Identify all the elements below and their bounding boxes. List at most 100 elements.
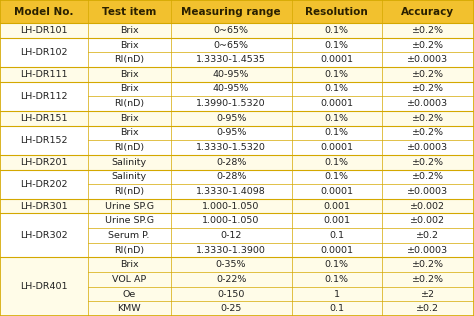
Bar xyxy=(292,38,382,52)
Bar xyxy=(88,214,171,228)
Text: 0.1%: 0.1% xyxy=(325,114,348,123)
Text: Salinity: Salinity xyxy=(111,158,147,167)
Bar xyxy=(171,67,292,82)
Text: 0.0001: 0.0001 xyxy=(320,246,353,255)
Bar xyxy=(382,0,474,23)
Text: ±2: ±2 xyxy=(421,289,435,299)
Text: 0.001: 0.001 xyxy=(323,202,350,211)
Bar xyxy=(88,228,171,243)
Bar xyxy=(0,82,88,111)
Bar xyxy=(292,169,382,184)
Text: Brix: Brix xyxy=(120,260,138,269)
Bar xyxy=(382,155,474,169)
Bar xyxy=(292,96,382,111)
Text: RI(nD): RI(nD) xyxy=(114,246,144,255)
Text: ±0.2%: ±0.2% xyxy=(412,84,444,94)
Bar xyxy=(88,140,171,155)
Text: 0.001: 0.001 xyxy=(323,216,350,225)
Bar xyxy=(292,184,382,199)
Text: ±0.002: ±0.002 xyxy=(410,216,445,225)
Text: ±0.2%: ±0.2% xyxy=(412,40,444,50)
Bar xyxy=(88,23,171,38)
Text: ±0.2%: ±0.2% xyxy=(412,172,444,181)
Bar xyxy=(382,272,474,287)
Text: ±0.2%: ±0.2% xyxy=(412,260,444,269)
Text: Accuracy: Accuracy xyxy=(401,7,455,16)
Bar xyxy=(88,169,171,184)
Text: ±0.2%: ±0.2% xyxy=(412,128,444,137)
Text: ±0.0003: ±0.0003 xyxy=(407,246,448,255)
Bar xyxy=(171,96,292,111)
Text: 40-95%: 40-95% xyxy=(213,84,249,94)
Text: 1.3330-1.5320: 1.3330-1.5320 xyxy=(196,143,266,152)
Text: ±0.2%: ±0.2% xyxy=(412,26,444,35)
Bar xyxy=(171,0,292,23)
Bar xyxy=(88,272,171,287)
Bar xyxy=(382,169,474,184)
Bar xyxy=(382,67,474,82)
Text: LH-DR151: LH-DR151 xyxy=(20,114,68,123)
Text: 1.000-1.050: 1.000-1.050 xyxy=(202,202,260,211)
Text: ±0.2%: ±0.2% xyxy=(412,70,444,79)
Bar xyxy=(171,82,292,96)
Bar xyxy=(88,96,171,111)
Bar xyxy=(171,52,292,67)
Text: 0-28%: 0-28% xyxy=(216,172,246,181)
Bar xyxy=(0,125,88,155)
Bar xyxy=(171,287,292,301)
Bar xyxy=(292,125,382,140)
Text: 0.1%: 0.1% xyxy=(325,40,348,50)
Text: 0.0001: 0.0001 xyxy=(320,55,353,64)
Text: 0.1%: 0.1% xyxy=(325,128,348,137)
Text: 0-25: 0-25 xyxy=(220,304,242,313)
Bar xyxy=(88,0,171,23)
Text: RI(nD): RI(nD) xyxy=(114,187,144,196)
Bar xyxy=(292,228,382,243)
Bar xyxy=(292,155,382,169)
Text: ±0.2%: ±0.2% xyxy=(412,158,444,167)
Bar xyxy=(88,155,171,169)
Text: 1: 1 xyxy=(334,289,339,299)
Bar xyxy=(292,82,382,96)
Text: 0-22%: 0-22% xyxy=(216,275,246,284)
Bar xyxy=(171,214,292,228)
Text: 0-35%: 0-35% xyxy=(216,260,246,269)
Bar xyxy=(382,52,474,67)
Bar xyxy=(0,214,88,258)
Text: KMW: KMW xyxy=(118,304,141,313)
Bar xyxy=(171,38,292,52)
Text: 0-12: 0-12 xyxy=(220,231,242,240)
Bar xyxy=(382,125,474,140)
Bar xyxy=(88,184,171,199)
Bar xyxy=(292,199,382,214)
Bar xyxy=(88,301,171,316)
Bar xyxy=(88,258,171,272)
Text: Urine SP.G: Urine SP.G xyxy=(105,216,154,225)
Text: 0.1%: 0.1% xyxy=(325,84,348,94)
Text: 0.1%: 0.1% xyxy=(325,260,348,269)
Text: Model No.: Model No. xyxy=(14,7,73,16)
Text: 1.000-1.050: 1.000-1.050 xyxy=(202,216,260,225)
Bar xyxy=(88,199,171,214)
Text: ±0.0003: ±0.0003 xyxy=(407,187,448,196)
Text: Brix: Brix xyxy=(120,84,138,94)
Text: Brix: Brix xyxy=(120,40,138,50)
Text: 0-95%: 0-95% xyxy=(216,114,246,123)
Text: ±0.0003: ±0.0003 xyxy=(407,55,448,64)
Bar xyxy=(88,67,171,82)
Text: ±0.2: ±0.2 xyxy=(416,231,439,240)
Bar xyxy=(88,125,171,140)
Bar xyxy=(382,140,474,155)
Text: 0~65%: 0~65% xyxy=(214,40,248,50)
Text: Serum P.: Serum P. xyxy=(109,231,150,240)
Bar xyxy=(0,0,88,23)
Text: LH-DR401: LH-DR401 xyxy=(20,282,68,291)
Text: 0.0001: 0.0001 xyxy=(320,143,353,152)
Bar xyxy=(382,82,474,96)
Text: 0.1: 0.1 xyxy=(329,231,344,240)
Bar xyxy=(292,301,382,316)
Text: ±0.2%: ±0.2% xyxy=(412,275,444,284)
Bar xyxy=(88,243,171,258)
Bar xyxy=(382,301,474,316)
Bar xyxy=(171,125,292,140)
